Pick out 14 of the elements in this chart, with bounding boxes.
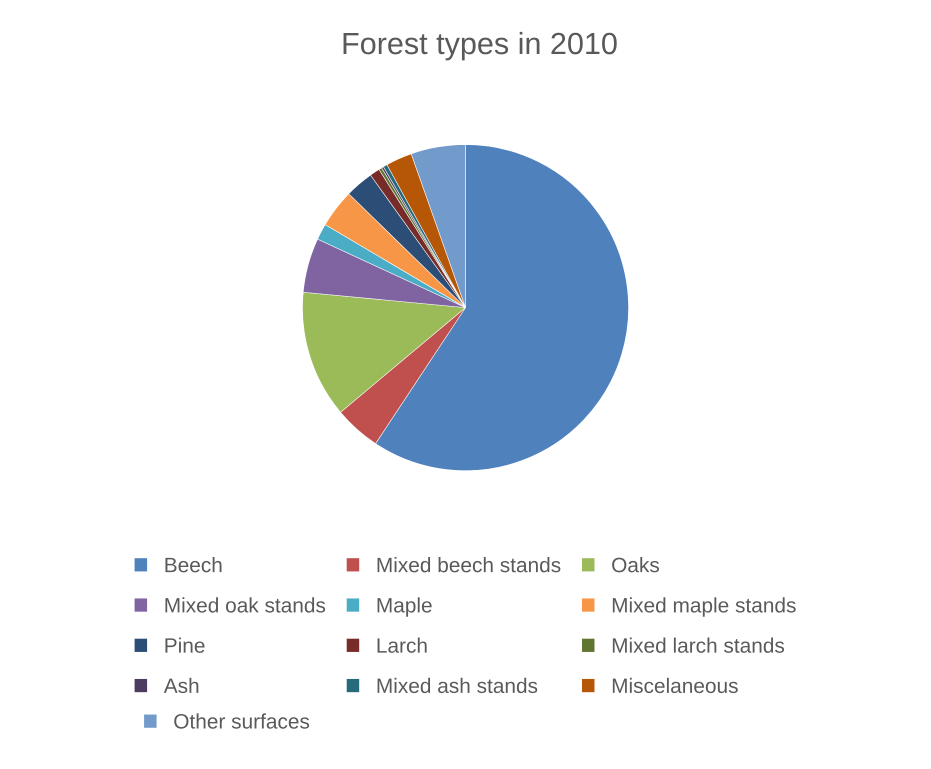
legend-label: Mixed maple stands bbox=[612, 597, 796, 617]
legend-label: Mixed oak stands bbox=[165, 597, 326, 613]
legend-label: Mixed larch stands bbox=[612, 638, 784, 653]
legend-label: Ash bbox=[164, 678, 198, 694]
legend-label: Miscelaneous bbox=[612, 678, 738, 694]
legend-label: Mixed beech stands bbox=[378, 557, 560, 572]
legend-label: Beech bbox=[165, 557, 222, 572]
legend-label: Oaks bbox=[612, 557, 660, 572]
legend-label: Mixed ash stands bbox=[378, 678, 538, 694]
legend-label: Larch bbox=[378, 638, 427, 653]
legend-label: Pine bbox=[165, 638, 205, 653]
legend-label: Other surfaces bbox=[174, 713, 310, 729]
legend-label: Maple bbox=[378, 597, 432, 617]
chart-title: Forest types in 2010 bbox=[344, 32, 617, 60]
